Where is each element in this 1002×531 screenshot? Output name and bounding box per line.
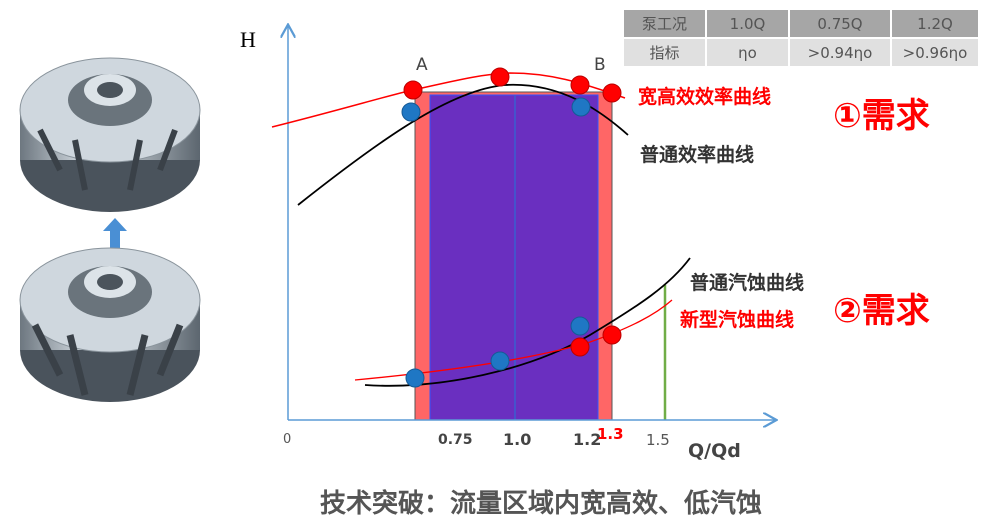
spec-table: 泵工况 1.0Q 0.75Q 1.2Q 指标 ηo >0.94ηo >0.96η…	[622, 8, 980, 68]
header-cell: 1.2Q	[892, 10, 978, 37]
point-b-label: B	[594, 55, 606, 75]
row-cell: >0.96ηo	[892, 39, 978, 66]
header-cell: 0.75Q	[790, 10, 890, 37]
header-cell: 1.0Q	[707, 10, 788, 37]
row-cell: >0.94ηo	[790, 39, 890, 66]
tick-0: 0	[283, 432, 291, 447]
red-points	[403, 67, 622, 357]
row-cell: ηo	[707, 39, 788, 66]
tick-1.5: 1.5	[646, 431, 670, 449]
row-cell: 指标	[624, 39, 705, 66]
need-one-label: ①需求	[833, 96, 930, 136]
normal-efficiency-curve	[297, 83, 629, 206]
point-a-label: A	[416, 55, 428, 75]
tick-1.3: 1.3	[597, 425, 624, 443]
impeller-top-image	[19, 57, 201, 212]
high-efficiency-zone	[429, 94, 599, 421]
normal-cavitation-label: 普通汽蚀曲线	[690, 272, 805, 294]
caption: 技术突破：流量区域内宽高效、低汽蚀	[320, 489, 763, 519]
wide-efficiency-label: 宽高效效率曲线	[638, 86, 772, 108]
need-two-label: ②需求	[833, 291, 930, 331]
normal-efficiency-label: 普通效率曲线	[640, 144, 755, 166]
tick-0.75: 0.75	[438, 432, 473, 448]
wide-efficiency-curve	[271, 72, 626, 128]
header-cell: 泵工况	[624, 10, 705, 37]
new-cavitation-label: 新型汽蚀曲线	[680, 309, 795, 331]
x-axis-label: Q/Qd	[688, 440, 741, 462]
blue-points	[401, 97, 591, 388]
impeller-bottom-image	[19, 247, 201, 402]
tick-1.2: 1.2	[573, 430, 601, 449]
tick-1.0: 1.0	[503, 430, 531, 449]
y-axis-label: H	[240, 27, 256, 52]
